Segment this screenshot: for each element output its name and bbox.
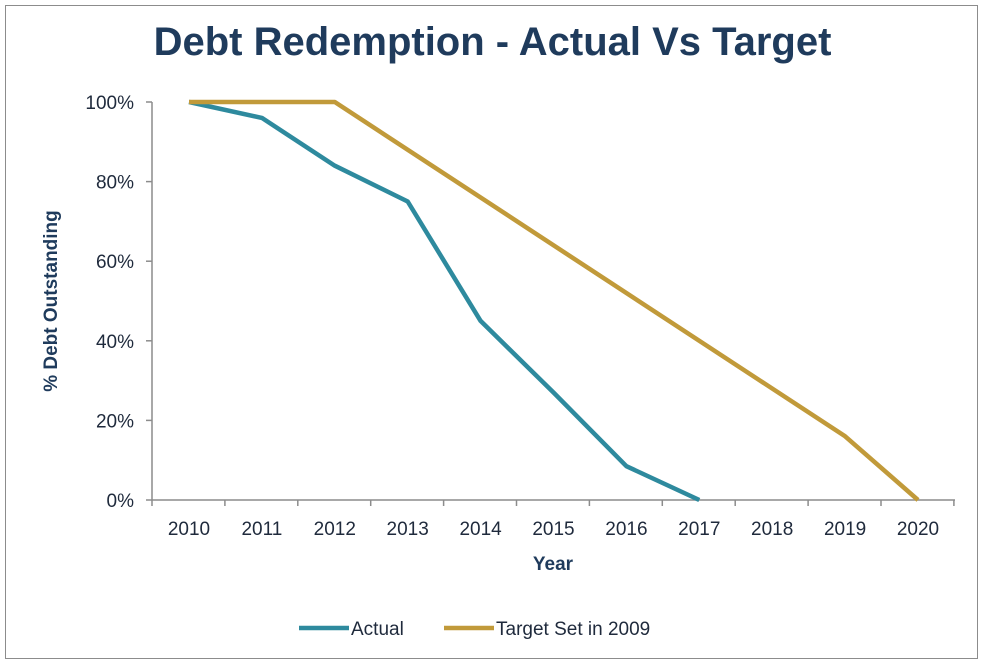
legend-label-0: Actual [351,619,404,640]
y-tick-label: 60% [96,252,134,273]
x-tick-label: 2015 [532,519,574,540]
x-tick-label: 2019 [824,519,866,540]
legend-label-1: Target Set in 2009 [496,619,650,640]
x-tick-label: 2013 [387,519,429,540]
x-tick-label: 2010 [168,519,210,540]
y-axis-title: % Debt Outstanding [41,210,62,392]
axes [146,101,955,506]
x-tick-label: 2012 [314,519,356,540]
y-tick-label: 100% [85,93,134,114]
y-tick-label: 20% [96,411,134,432]
x-axis-title: Year [533,554,574,575]
series-lines [188,99,920,503]
legend: Actual Target Set in 2009 [299,619,650,640]
y-tick-label: 80% [96,173,134,194]
series-line-0 [188,99,701,503]
series-line-1 [189,99,920,502]
x-tick-label: 2016 [605,519,647,540]
tick-labels: 0% 20% 40% 60% 80% 100% 2010 2011 2012 2013 2014 20… [85,93,939,540]
x-tick-label: 2011 [241,519,282,540]
x-tick-label: 2018 [751,519,793,540]
chart-title: Debt Redemption - Actual Vs Target [153,20,832,64]
x-tick-label: 2017 [678,519,720,540]
y-tick-label: 40% [96,332,134,353]
x-tick-label: 2014 [459,519,502,540]
x-tick-label: 2020 [897,519,939,540]
y-tick-label: 0% [107,491,135,512]
